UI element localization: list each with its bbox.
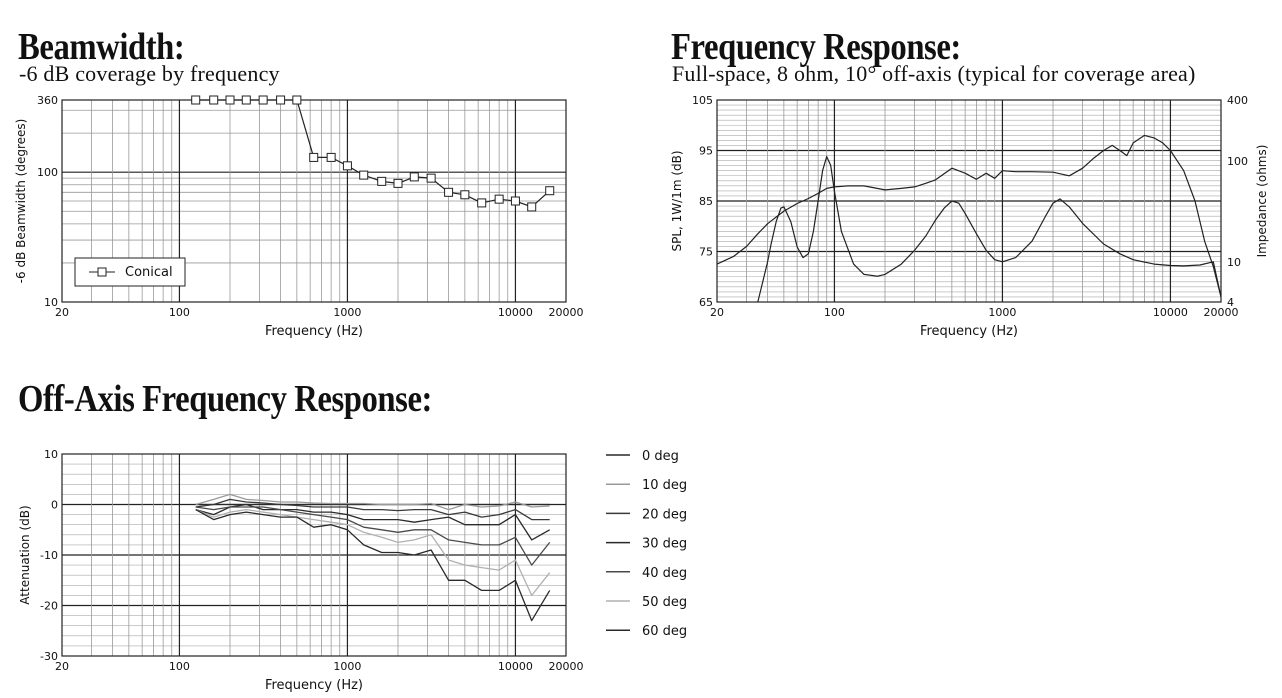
x-axis-label: Frequency (Hz) [265,678,363,693]
y2-tick-label: 4 [1227,296,1234,309]
x-tick-label: 20000 [1204,306,1239,319]
y-tick-label: -20 [40,600,58,613]
beamwidth-data-point [359,170,369,180]
y-tick-label: 105 [692,94,713,107]
y-tick-label: 95 [699,145,713,158]
x-axis-label: Frequency (Hz) [920,324,1018,339]
legend-label: 60 deg [642,624,687,639]
off-axis-heading: Off-Axis Frequency Response: [18,378,432,420]
beamwidth-data-point [258,95,268,105]
legend-label-conical: Conical [125,265,173,280]
beamwidth-data-point [342,161,352,171]
y2-tick-label: 100 [1227,155,1248,168]
off-axis-series-6 [195,509,551,622]
beamwidth-data-point [309,152,319,162]
y-tick-label: 75 [699,246,713,259]
legend-label: 50 deg [642,595,687,610]
y-axis-label: -6 dB Beamwidth (degrees) [14,119,28,284]
y2-tick-label: 400 [1227,94,1248,107]
y-tick-label: 10 [44,448,58,461]
x-tick-label: 20 [55,660,69,673]
beamwidth-data-point [276,95,286,105]
y-tick-label: 85 [699,195,713,208]
y2-axis-label: Impedance (ohms) [1255,145,1269,258]
beamwidth-data-point [460,190,470,200]
x-axis-label: Frequency (Hz) [265,324,363,339]
plot-frame [61,453,567,657]
plot-frame [716,99,1222,303]
beamwidth-data-point [545,186,555,196]
y-tick-label: -30 [40,650,58,663]
beamwidth-data-point [241,95,251,105]
y-tick-label: 65 [699,296,713,309]
y-tick-label: -10 [40,549,58,562]
y2-tick-label: 10 [1227,256,1241,269]
off-axis-series-5 [195,508,551,597]
beamwidth-data-point [209,95,219,105]
x-tick-label: 20 [55,306,69,319]
x-tick-label: 1000 [988,306,1016,319]
x-tick-label: 100 [824,306,845,319]
y-tick-label: 10 [44,296,58,309]
x-tick-label: 100 [169,660,190,673]
x-tick-label: 10000 [498,306,533,319]
beamwidth-data-point [292,95,302,105]
off-axis-series-4 [195,506,551,566]
legend-label: 40 deg [642,566,687,581]
beamwidth-data-point [225,95,235,105]
x-tick-label: 20000 [549,660,584,673]
x-tick-label: 20 [710,306,724,319]
beamwidth-series-line [195,99,551,208]
off-axis-series-2 [195,498,550,521]
y-tick-label: 0 [51,499,58,512]
beamwidth-data-point [393,178,403,188]
spl-curve [716,134,1222,298]
beamwidth-data-point [477,198,487,208]
frequency-response-chart: 65 75 85 95 105 4 10 100 400 20 100 1000 10000 20000 F… [670,94,1269,339]
beamwidth-data-point [494,194,504,204]
x-tick-label: 1000 [333,306,361,319]
legend-label: 20 deg [642,507,687,522]
beamwidth-data-point [510,196,520,206]
beamwidth-heading: Beamwidth: [18,26,185,68]
frequency-response-subheading: Full-space, 8 ohm, 10° off-axis (typical… [672,61,1196,86]
x-tick-label: 100 [169,306,190,319]
x-tick-label: 10000 [1153,306,1188,319]
beamwidth-data-point [527,202,537,212]
y-tick-label: 100 [37,166,58,179]
plot-frame [61,99,567,303]
x-tick-label: 1000 [333,660,361,673]
impedance-curve [757,156,1222,303]
frequency-response-heading: Frequency Response: [671,26,961,68]
off-axis-chart: -30 -20 -10 0 10 20 100 1000 10000 20000 Frequency… [18,448,687,693]
legend-label: 30 deg [642,537,687,552]
beamwidth-data-point [191,95,201,105]
legend-label: 0 deg [642,449,679,464]
x-tick-label: 10000 [498,660,533,673]
beamwidth-data-point [444,187,454,197]
y-tick-label: 360 [37,94,58,107]
y-axis-label: SPL, 1W/1m (dB) [670,150,684,251]
beamwidth-data-point [426,173,436,183]
off-axis-series-1 [195,493,550,511]
beamwidth-data-point [377,176,387,186]
beamwidth-data-point [326,152,336,162]
legend-marker [97,267,107,277]
beamwidth-chart: 10 100 360 20 100 1000 10000 20000 Frequency (Hz… [14,94,584,339]
beamwidth-data-point [409,172,419,182]
legend-label: 10 deg [642,478,687,493]
x-tick-label: 20000 [549,306,584,319]
beamwidth-subheading: -6 dB coverage by frequency [19,61,280,86]
y-axis-label: Attenuation (dB) [18,505,32,604]
